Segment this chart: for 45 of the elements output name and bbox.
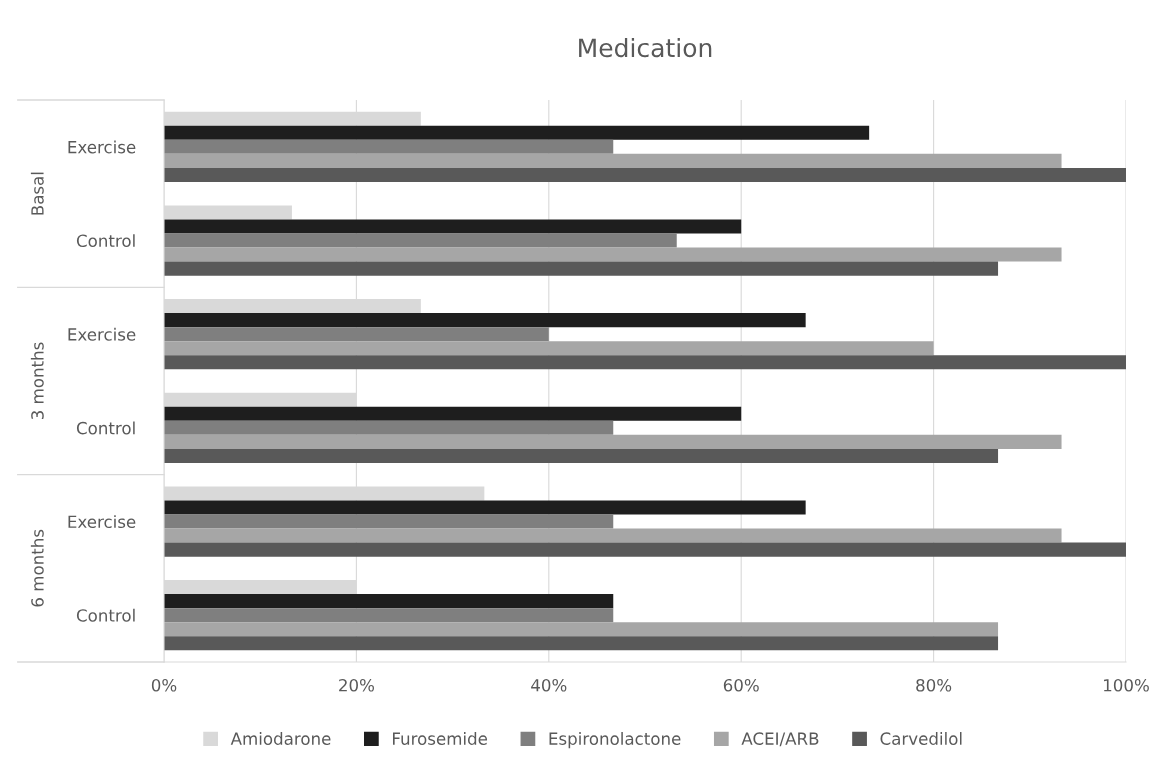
bar — [164, 139, 614, 154]
bar — [164, 528, 1062, 543]
text: 6 months — [30, 529, 44, 607]
bar — [164, 355, 1126, 370]
legend-label: Amiodarone — [230, 732, 331, 745]
bar — [164, 313, 806, 328]
x-tick-label: 80% — [916, 678, 952, 692]
bar — [164, 514, 614, 529]
bar — [164, 406, 742, 421]
bar — [164, 448, 999, 463]
legend-label: ACEI/ARB — [741, 732, 819, 747]
legend-label: Carvedilol — [880, 732, 962, 745]
text: Basal — [30, 172, 44, 215]
y-tick-label: Exercise — [68, 327, 136, 341]
x-tick-label: 20% — [339, 678, 374, 692]
y-tick-label: Control — [76, 608, 135, 622]
x-tick-label: 0% — [151, 678, 177, 692]
y-tick-label: Control — [76, 234, 135, 248]
bar — [164, 636, 999, 651]
x-tick-label: 40% — [531, 678, 567, 692]
legend-label: Furosemide — [393, 732, 488, 745]
bar — [164, 420, 614, 435]
bar — [164, 167, 1126, 182]
y-tick-label: Exercise — [68, 140, 136, 154]
bar — [164, 500, 806, 515]
x-tick-label: 100% — [1104, 678, 1149, 692]
bar — [164, 153, 1062, 168]
bar — [164, 542, 1126, 557]
bar — [164, 261, 999, 276]
bar — [164, 125, 870, 140]
y-tick-label: Control — [76, 421, 135, 435]
y-tick-label: Exercise — [68, 515, 136, 529]
bar — [164, 327, 549, 342]
text: 3 months — [30, 342, 44, 420]
bar — [164, 434, 1062, 449]
bar — [164, 622, 999, 637]
bar — [164, 341, 934, 356]
bar — [164, 594, 614, 609]
chart-title: Medication — [579, 37, 712, 58]
bar — [164, 233, 677, 248]
bar — [164, 608, 614, 623]
bar — [164, 219, 742, 234]
legend-label: Espironolactone — [549, 732, 681, 749]
bar — [164, 247, 1062, 262]
x-tick-label: 60% — [723, 678, 759, 692]
